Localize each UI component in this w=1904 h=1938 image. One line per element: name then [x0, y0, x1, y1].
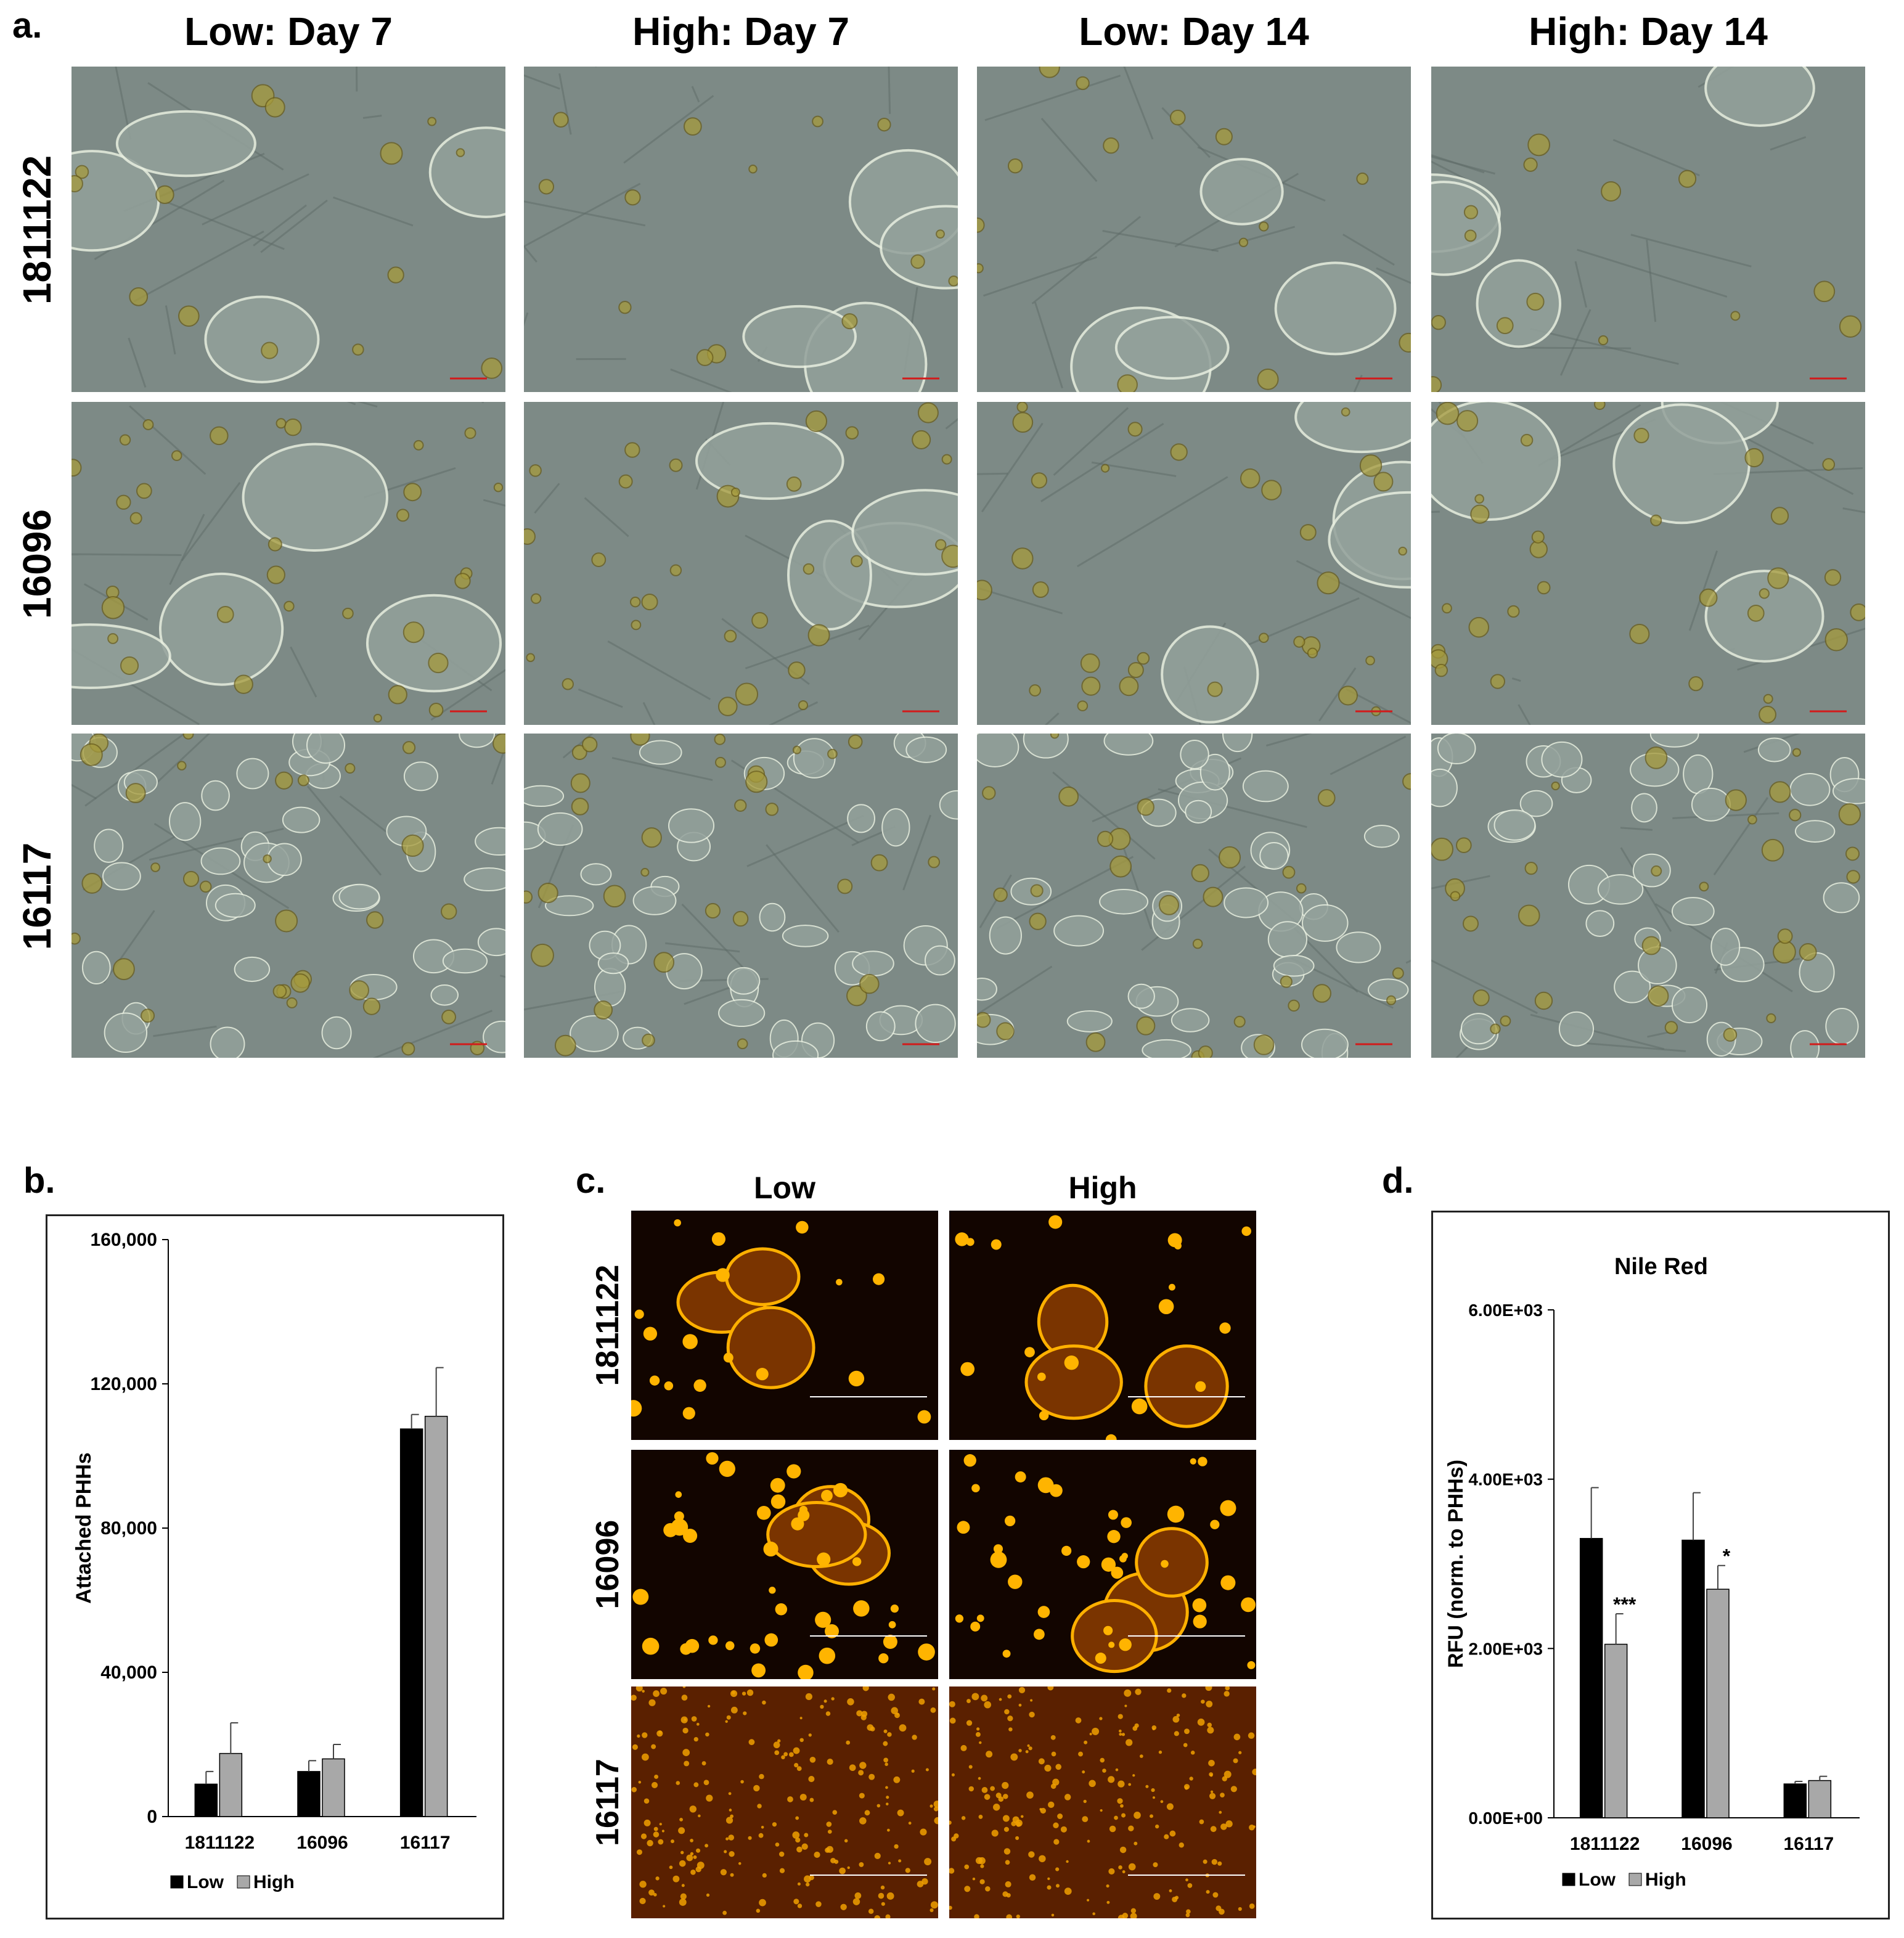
y-tick-label: 4.00E+03	[1468, 1470, 1543, 1489]
bar-low-1811122	[1579, 1538, 1603, 1818]
chart-title: Nile Red	[1614, 1254, 1708, 1280]
legend-label: High	[1645, 1870, 1686, 1890]
bar-low-16096	[297, 1771, 321, 1817]
panel-a-row-label: 1811122	[15, 155, 59, 305]
brightfield-micrograph	[72, 402, 505, 725]
bar-low-1811122	[194, 1783, 218, 1817]
panel-c-column-label: High	[1068, 1171, 1137, 1205]
brightfield-micrograph	[977, 402, 1411, 725]
y-tick-label: 160,000	[91, 1230, 157, 1250]
chart-b-frame: 0 40,000 80,000 120,000 160,000 Attached PHHs…	[46, 1214, 504, 1920]
y-tick-label: 120,000	[91, 1374, 157, 1394]
x-tick-label: 16117	[400, 1833, 451, 1853]
bar-low-16117	[1783, 1783, 1807, 1818]
brightfield-micrograph	[1431, 402, 1865, 725]
x-tick-label: 16096	[296, 1833, 348, 1853]
chart-d: Nile Red 0.00E+00 2.00E+03 4.00E+03 6.00E+03…	[1444, 1254, 1860, 1890]
x-tick-label: 16096	[1681, 1834, 1732, 1854]
nile-red-micrograph	[631, 1211, 938, 1440]
x-tick-label: 16117	[1783, 1834, 1834, 1854]
y-tick-label: 80,000	[100, 1518, 157, 1539]
legend-swatch	[237, 1875, 250, 1889]
y-axis-label: RFU (norm. to PHHs)	[1444, 1460, 1468, 1668]
x-tick-label: 1811122	[1570, 1834, 1640, 1854]
brightfield-micrograph	[977, 734, 1411, 1058]
brightfield-micrograph	[524, 734, 958, 1058]
y-tick-label: 40,000	[100, 1662, 157, 1683]
bar-high-16117	[424, 1415, 448, 1817]
panel-c-row-label: 1811122	[590, 1264, 626, 1386]
chart-d-frame: Nile Red 0.00E+00 2.00E+03 4.00E+03 6.00E+03…	[1431, 1211, 1890, 1920]
significance-marker: ***	[1613, 1593, 1636, 1616]
panel-c-row-label: 16096	[590, 1519, 626, 1609]
legend-label: Low	[187, 1872, 224, 1892]
legend-label: Low	[1579, 1870, 1616, 1890]
bar-high-16096	[1706, 1588, 1730, 1818]
brightfield-micrograph	[977, 67, 1411, 392]
panel-a-row-label: 16117	[15, 842, 59, 951]
nile-red-micrograph	[631, 1450, 938, 1679]
x-tick-label: 1811122	[185, 1833, 255, 1853]
legend-swatch	[1628, 1873, 1642, 1886]
y-axis-label: Attached PHHs	[72, 1452, 96, 1604]
bar-low-16117	[399, 1428, 423, 1817]
significance-marker: *	[1723, 1545, 1731, 1568]
nile-red-micrograph	[949, 1687, 1256, 1918]
panel-a-column-label: Low: Day 7	[184, 9, 393, 54]
panel-d-letter: d.	[1382, 1161, 1414, 1201]
panel-c-row-label: 16117	[590, 1759, 626, 1846]
brightfield-micrograph	[72, 734, 505, 1058]
y-tick-label: 2.00E+03	[1468, 1639, 1543, 1658]
panel-a-column-label: Low: Day 14	[1079, 9, 1309, 54]
brightfield-micrograph	[1431, 734, 1865, 1058]
brightfield-micrograph	[1431, 67, 1865, 392]
nile-red-micrograph	[631, 1687, 938, 1918]
panel-c-letter: c.	[576, 1161, 606, 1201]
panel-a-column-label: High: Day 7	[632, 9, 850, 54]
nile-red-micrograph	[949, 1450, 1256, 1679]
brightfield-micrograph	[524, 402, 958, 725]
bar-high-16096	[322, 1758, 345, 1817]
legend-swatch	[170, 1875, 184, 1889]
brightfield-micrograph	[72, 67, 505, 392]
bar-high-1811122	[1604, 1643, 1628, 1818]
nile-red-micrograph	[949, 1211, 1256, 1440]
chart-b: 0 40,000 80,000 120,000 160,000 Attached PHHs…	[72, 1230, 476, 1892]
panel-a-column-label: High: Day 14	[1529, 9, 1768, 54]
panel-b-letter: b.	[23, 1161, 55, 1201]
legend-label: High	[253, 1872, 295, 1892]
panel-a-letter: a.	[12, 6, 43, 46]
bar-high-1811122	[219, 1752, 243, 1817]
brightfield-micrograph	[524, 67, 958, 392]
panel-c-column-label: Low	[754, 1171, 815, 1205]
legend-swatch	[1562, 1873, 1575, 1886]
y-tick-label: 0.00E+00	[1468, 1809, 1543, 1828]
bar-low-16096	[1681, 1539, 1705, 1818]
bar-high-16117	[1808, 1780, 1832, 1818]
y-tick-label: 6.00E+03	[1468, 1301, 1543, 1320]
y-tick-label: 0	[147, 1807, 157, 1827]
panel-a-row-label: 16096	[15, 509, 59, 619]
